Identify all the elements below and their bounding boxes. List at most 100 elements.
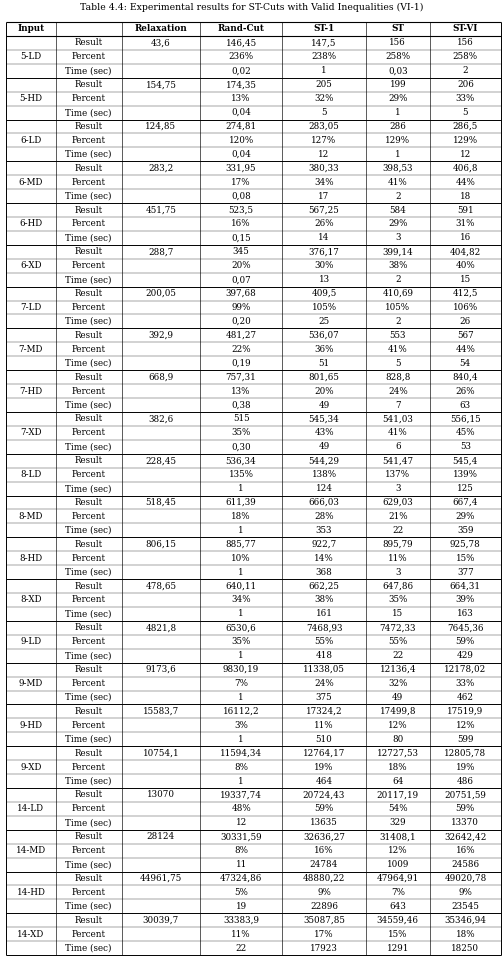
Text: Time (sec): Time (sec) bbox=[66, 275, 112, 285]
Text: 17923: 17923 bbox=[310, 944, 338, 952]
Text: 629,03: 629,03 bbox=[383, 498, 413, 507]
Text: 28%: 28% bbox=[314, 512, 334, 521]
Text: 13070: 13070 bbox=[147, 790, 175, 800]
Text: 283,2: 283,2 bbox=[148, 164, 173, 172]
Text: 806,15: 806,15 bbox=[146, 539, 176, 549]
Text: 156: 156 bbox=[390, 38, 406, 48]
Text: 345: 345 bbox=[233, 247, 249, 257]
Text: 228,45: 228,45 bbox=[145, 456, 176, 466]
Text: 429: 429 bbox=[457, 651, 474, 660]
Text: 64: 64 bbox=[392, 777, 404, 786]
Text: Time (sec): Time (sec) bbox=[66, 400, 112, 409]
Text: 16%: 16% bbox=[456, 846, 475, 855]
Text: 124,85: 124,85 bbox=[145, 122, 176, 131]
Text: 32642,42: 32642,42 bbox=[444, 833, 486, 841]
Text: 51: 51 bbox=[319, 358, 330, 368]
Text: 14-LD: 14-LD bbox=[18, 805, 44, 813]
Text: 0,19: 0,19 bbox=[231, 358, 251, 368]
Text: Percent: Percent bbox=[72, 177, 106, 187]
Text: 33383,9: 33383,9 bbox=[223, 916, 259, 924]
Text: 541,47: 541,47 bbox=[382, 456, 413, 466]
Text: 545,34: 545,34 bbox=[308, 415, 340, 423]
Text: 518,45: 518,45 bbox=[146, 498, 176, 507]
Text: 41%: 41% bbox=[388, 345, 408, 354]
Text: 1: 1 bbox=[238, 526, 244, 535]
Text: 38%: 38% bbox=[388, 262, 408, 270]
Text: 382,6: 382,6 bbox=[148, 415, 173, 423]
Text: 523,5: 523,5 bbox=[229, 206, 254, 215]
Text: 398,53: 398,53 bbox=[383, 164, 413, 172]
Text: 258%: 258% bbox=[453, 53, 478, 61]
Text: Time (sec): Time (sec) bbox=[66, 108, 112, 117]
Text: 31%: 31% bbox=[456, 219, 475, 228]
Text: 20117,19: 20117,19 bbox=[376, 790, 419, 800]
Text: 380,33: 380,33 bbox=[309, 164, 339, 172]
Text: 32%: 32% bbox=[388, 679, 408, 688]
Text: 12178,02: 12178,02 bbox=[444, 665, 486, 674]
Text: 410,69: 410,69 bbox=[382, 289, 413, 298]
Text: 206: 206 bbox=[457, 80, 474, 89]
Text: 7-LD: 7-LD bbox=[20, 303, 41, 312]
Text: 47324,86: 47324,86 bbox=[220, 874, 262, 883]
Text: 35%: 35% bbox=[388, 596, 407, 604]
Text: Result: Result bbox=[75, 498, 103, 507]
Text: Percent: Percent bbox=[72, 637, 106, 647]
Text: 14-HD: 14-HD bbox=[17, 888, 45, 897]
Text: 353: 353 bbox=[316, 526, 332, 535]
Text: 53: 53 bbox=[460, 443, 471, 451]
Text: 666,03: 666,03 bbox=[308, 498, 340, 507]
Text: 481,27: 481,27 bbox=[225, 331, 257, 340]
Text: Time (sec): Time (sec) bbox=[66, 609, 112, 619]
Text: 14-MD: 14-MD bbox=[16, 846, 46, 855]
Text: Time (sec): Time (sec) bbox=[66, 484, 112, 493]
Text: 15: 15 bbox=[392, 609, 403, 619]
Text: 139%: 139% bbox=[453, 470, 478, 479]
Text: Time (sec): Time (sec) bbox=[66, 818, 112, 828]
Text: 39%: 39% bbox=[456, 596, 475, 604]
Text: Time (sec): Time (sec) bbox=[66, 192, 112, 200]
Text: 12805,78: 12805,78 bbox=[444, 749, 486, 758]
Text: 11594,34: 11594,34 bbox=[220, 749, 262, 758]
Text: 10%: 10% bbox=[231, 554, 251, 562]
Text: Percent: Percent bbox=[72, 262, 106, 270]
Text: 885,77: 885,77 bbox=[226, 539, 257, 549]
Text: 54%: 54% bbox=[388, 805, 408, 813]
Text: 49: 49 bbox=[392, 693, 403, 702]
Text: 12%: 12% bbox=[456, 720, 475, 730]
Text: ST-1: ST-1 bbox=[313, 25, 335, 34]
Text: 26%: 26% bbox=[456, 387, 475, 396]
Text: 376,17: 376,17 bbox=[308, 247, 340, 257]
Text: Result: Result bbox=[75, 790, 103, 800]
Text: 11338,05: 11338,05 bbox=[303, 665, 345, 674]
Text: 406,8: 406,8 bbox=[453, 164, 478, 172]
Text: 925,78: 925,78 bbox=[450, 539, 481, 549]
Text: 9-XD: 9-XD bbox=[20, 763, 42, 771]
Text: 15%: 15% bbox=[456, 554, 475, 562]
Text: Percent: Percent bbox=[72, 303, 106, 312]
Text: 288,7: 288,7 bbox=[148, 247, 173, 257]
Text: 30331,59: 30331,59 bbox=[220, 833, 262, 841]
Text: 258%: 258% bbox=[385, 53, 410, 61]
Text: 236%: 236% bbox=[228, 53, 254, 61]
Text: Percent: Percent bbox=[72, 512, 106, 521]
Text: 1: 1 bbox=[395, 108, 401, 117]
Text: 32%: 32% bbox=[314, 94, 334, 103]
Text: 38%: 38% bbox=[314, 596, 334, 604]
Text: 26%: 26% bbox=[314, 219, 334, 228]
Text: 21%: 21% bbox=[388, 512, 408, 521]
Text: 49020,78: 49020,78 bbox=[444, 874, 486, 883]
Text: Result: Result bbox=[75, 874, 103, 883]
Text: 584: 584 bbox=[389, 206, 406, 215]
Text: 368: 368 bbox=[316, 568, 333, 577]
Text: 45%: 45% bbox=[456, 428, 475, 438]
Text: 2: 2 bbox=[395, 192, 401, 200]
Text: 397,68: 397,68 bbox=[226, 289, 257, 298]
Text: 11: 11 bbox=[235, 860, 247, 869]
Text: 8-MD: 8-MD bbox=[19, 512, 43, 521]
Text: 22%: 22% bbox=[231, 345, 251, 354]
Text: 418: 418 bbox=[316, 651, 333, 660]
Text: 129%: 129% bbox=[453, 136, 478, 145]
Text: 6-LD: 6-LD bbox=[20, 136, 41, 145]
Text: Percent: Percent bbox=[72, 94, 106, 103]
Text: 17519,9: 17519,9 bbox=[447, 707, 483, 716]
